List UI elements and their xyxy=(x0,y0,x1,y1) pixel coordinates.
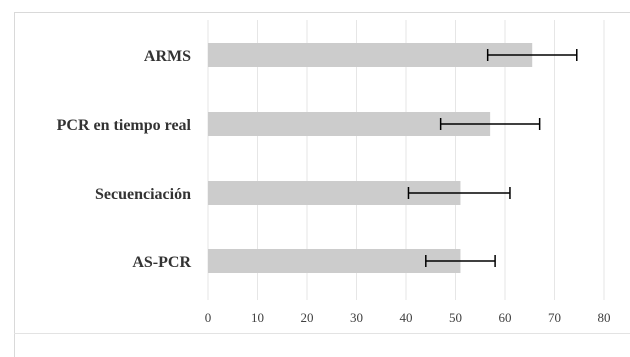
x-tick-label-60: 60 xyxy=(499,310,512,325)
error-bar-pcr-en-tiempo-real xyxy=(439,118,541,130)
category-label-as-pcr: AS-PCR xyxy=(132,254,191,271)
x-tick-label-50: 50 xyxy=(449,310,462,325)
x-tick-label-30: 30 xyxy=(350,310,363,325)
category-label-secuenciacion: Secuenciación xyxy=(95,186,191,203)
x-tick-label-10: 10 xyxy=(251,310,264,325)
bar-as-pcr xyxy=(208,249,461,273)
category-label-pcr-en-tiempo-real: PCR en tiempo real xyxy=(57,117,192,134)
x-tick-label-0: 0 xyxy=(205,310,212,325)
x-tick-label-20: 20 xyxy=(301,310,314,325)
x-tick-label-80: 80 xyxy=(598,310,611,325)
bars xyxy=(208,43,533,273)
category-label-arms: ARMS xyxy=(144,48,191,65)
error-bar-as-pcr xyxy=(425,255,496,267)
error-bar-arms xyxy=(486,49,578,61)
x-tick-label-70: 70 xyxy=(548,310,561,325)
chart-bottom-divider xyxy=(14,333,630,334)
x-axis-tick-labels: 0 10 20 30 40 50 60 70 80 xyxy=(205,310,611,325)
bar-arms xyxy=(208,43,533,67)
error-bars xyxy=(407,49,578,267)
error-bar-secuenciacion xyxy=(407,187,511,199)
category-labels: ARMS PCR en tiempo real Secuenciación AS-PC… xyxy=(57,48,192,271)
x-tick-label-40: 40 xyxy=(400,310,413,325)
